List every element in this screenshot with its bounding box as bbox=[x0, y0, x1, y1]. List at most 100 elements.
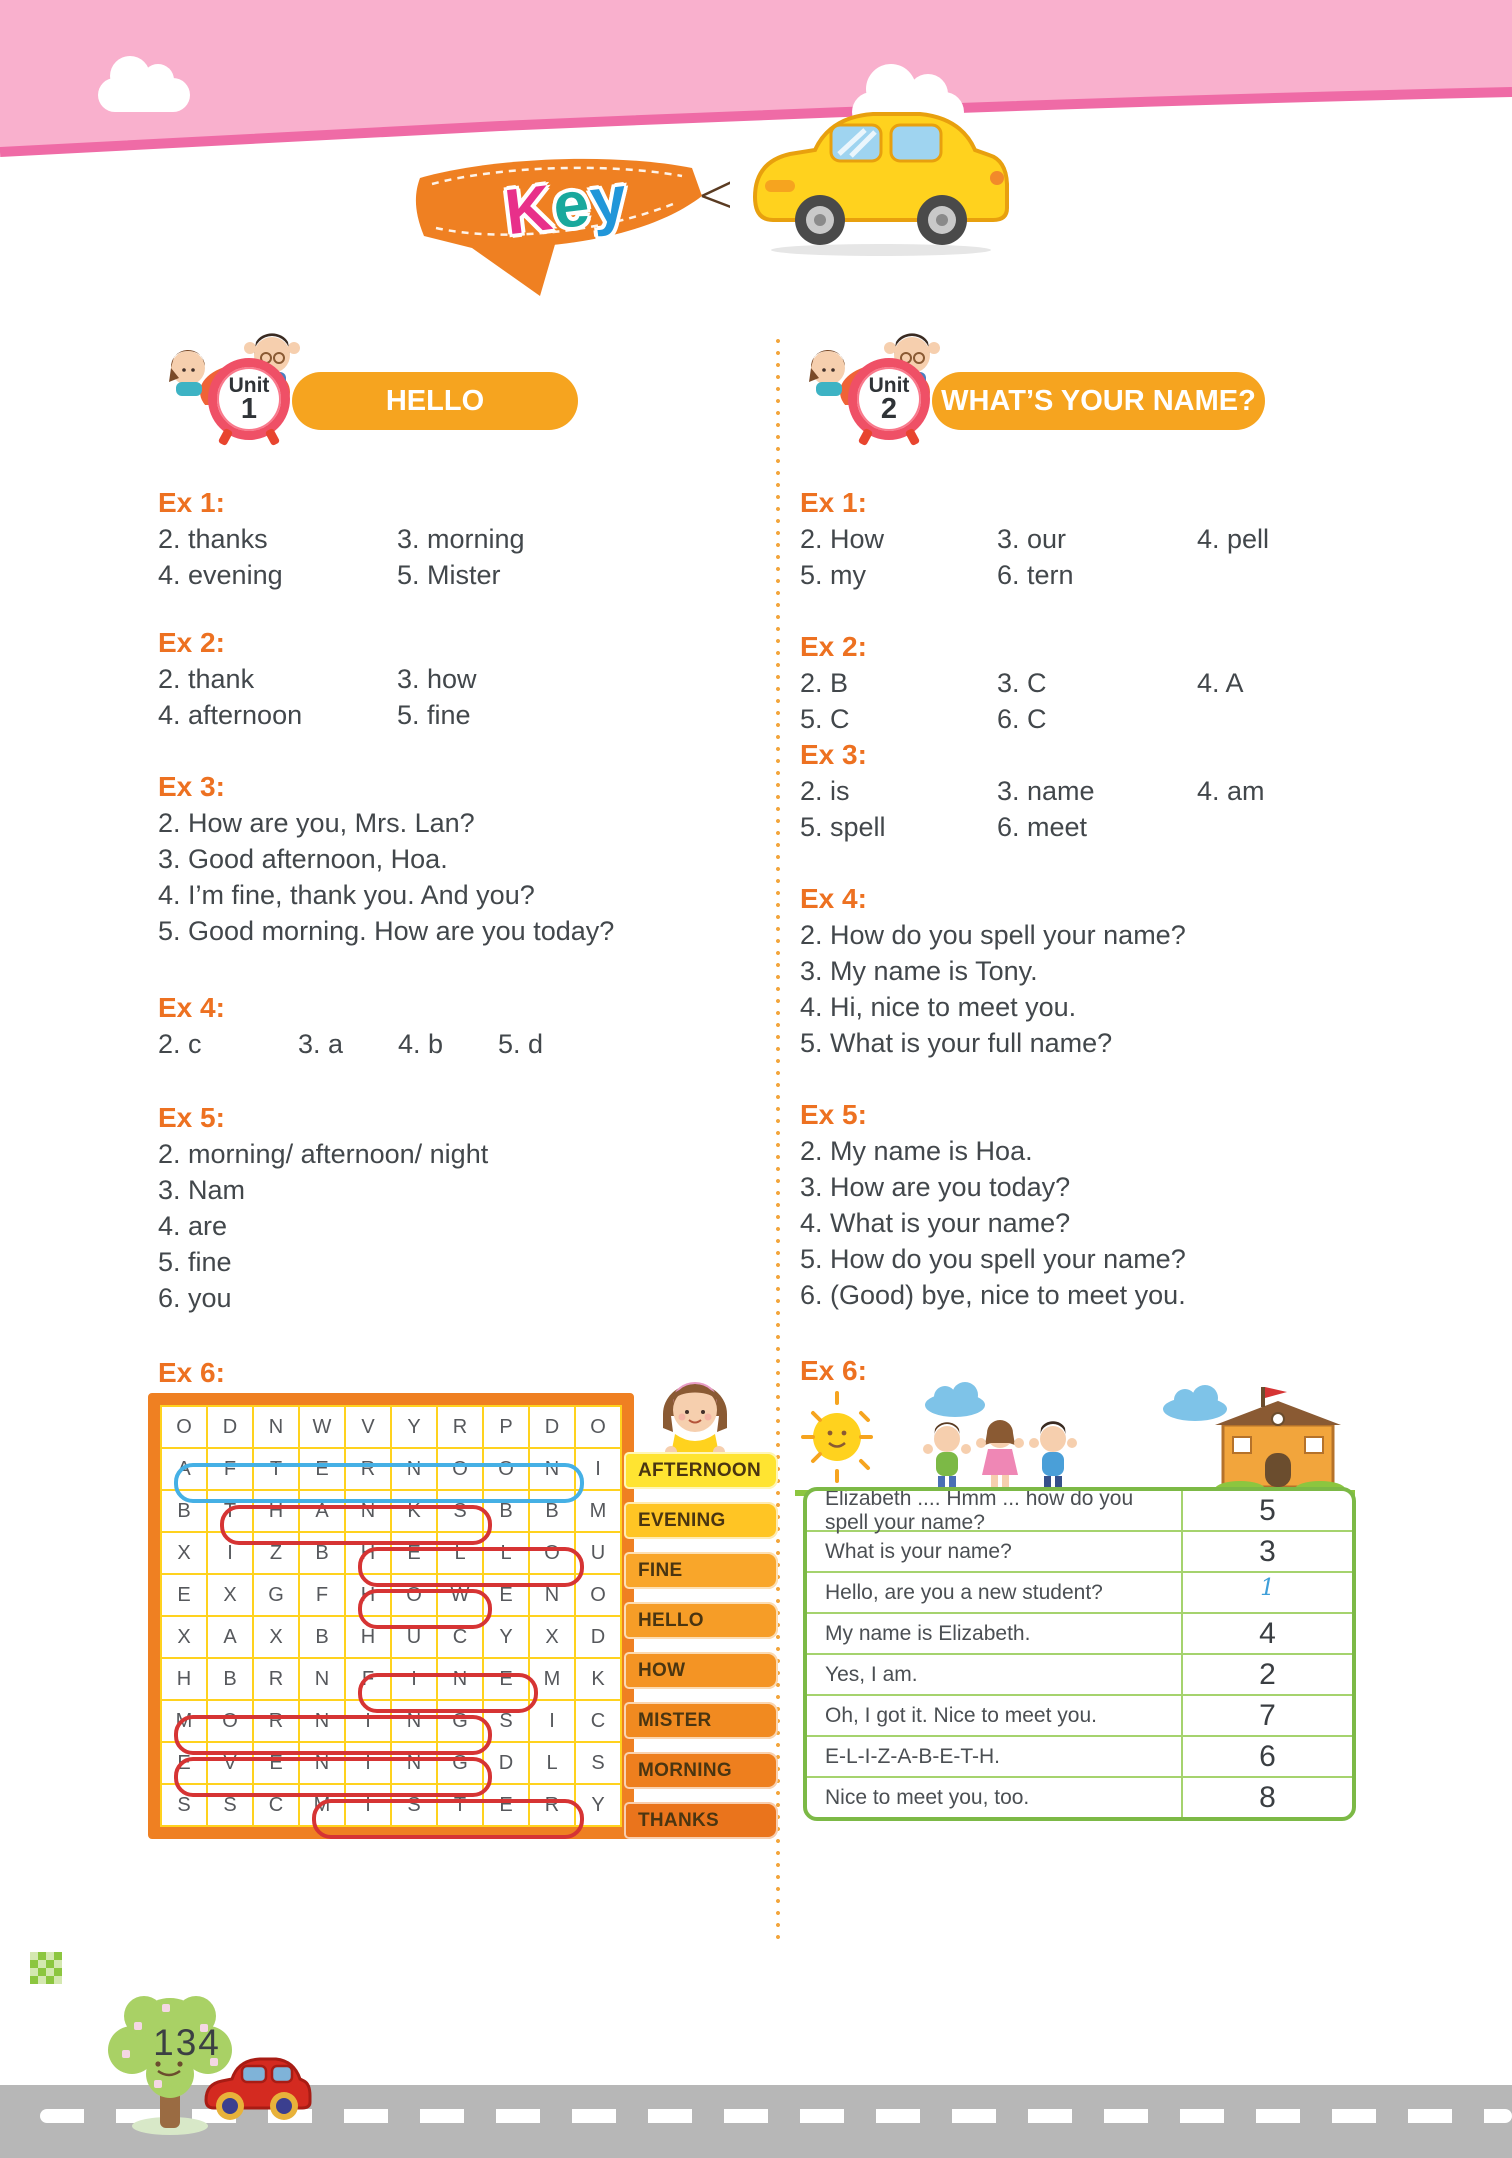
unit-number-badge: Unit 2 bbox=[848, 358, 930, 440]
unit2-column: Ex 1: 2. How 3. our 4. pell 5. my 6. tern Ex… bbox=[800, 485, 1400, 1389]
wordsearch-cell: N bbox=[300, 1743, 344, 1783]
exercise-label: Ex 6: bbox=[800, 1355, 867, 1386]
wordsearch-cell: S bbox=[576, 1743, 620, 1783]
wordsearch-cell: O bbox=[392, 1575, 436, 1615]
wordsearch-cell: D bbox=[530, 1407, 574, 1447]
wordsearch-cell: X bbox=[162, 1533, 206, 1573]
exercise-label: Ex 6: bbox=[158, 1357, 225, 1388]
school-icon bbox=[1215, 1387, 1345, 1497]
wordsearch-cell: I bbox=[346, 1701, 390, 1741]
word-tab-hello: HELLO bbox=[624, 1602, 778, 1639]
answer-item: 2. thank bbox=[158, 664, 255, 694]
wordsearch-cell: B bbox=[530, 1491, 574, 1531]
table-row: What is your name? 3 bbox=[807, 1530, 1352, 1571]
answer-item: 5. fine bbox=[397, 700, 471, 730]
wordsearch-cell: A bbox=[208, 1617, 252, 1657]
exercise-label: Ex 4: bbox=[800, 883, 867, 914]
sentence-cell: Yes, I am. bbox=[825, 1662, 918, 1686]
wordsearch-cell: X bbox=[530, 1617, 574, 1657]
wordsearch-cell: G bbox=[254, 1575, 298, 1615]
wordsearch-cell: C bbox=[576, 1701, 620, 1741]
small-car-icon bbox=[204, 2057, 312, 2120]
unit2-header: Unit 2 WHAT’S YOUR NAME? bbox=[800, 330, 1265, 460]
wordsearch-cell: E bbox=[300, 1449, 344, 1489]
wordsearch-cell: D bbox=[208, 1407, 252, 1447]
school-scene bbox=[795, 1382, 1355, 1497]
wordsearch-cell: T bbox=[208, 1491, 252, 1531]
answer-row: 2. thank 3. how bbox=[158, 661, 778, 697]
wordsearch-cell: H bbox=[346, 1575, 390, 1615]
answer-line: 4. are bbox=[158, 1211, 228, 1241]
number-cell: 8 bbox=[1181, 1778, 1352, 1817]
wordsearch-cell: I bbox=[346, 1785, 390, 1825]
wordsearch-cell: M bbox=[530, 1659, 574, 1699]
answer-line: 5. How do you spell your name? bbox=[800, 1244, 1186, 1274]
wordsearch-cell: S bbox=[162, 1785, 206, 1825]
wordsearch-cell: E bbox=[484, 1575, 528, 1615]
answer-item: 5. my bbox=[800, 560, 867, 590]
answer-row: 5. my 6. tern bbox=[800, 557, 1400, 593]
exercise-block: Ex 5: 2. morning/ afternoon/ night 3. Nam… bbox=[158, 1100, 778, 1316]
sun-icon bbox=[801, 1391, 873, 1483]
answer-line: 3. Nam bbox=[158, 1175, 246, 1205]
header-band bbox=[0, 0, 1512, 170]
answer-item: 5. spell bbox=[800, 812, 886, 842]
wordsearch-cell: S bbox=[392, 1785, 436, 1825]
exercise-block: Ex 3: 2. is 3. name 4. am 5. spell 6. meet bbox=[800, 737, 1400, 845]
wordsearch-cell: E bbox=[254, 1743, 298, 1783]
answer-item: 3. our bbox=[997, 524, 1067, 554]
answer-line: 2. morning/ afternoon/ night bbox=[158, 1139, 489, 1169]
wordsearch-cell: X bbox=[162, 1617, 206, 1657]
wordsearch-cell: T bbox=[438, 1785, 482, 1825]
unit1-header: Unit 1 HELLO bbox=[160, 330, 578, 460]
wordsearch-cell: E bbox=[162, 1743, 206, 1783]
children-icon bbox=[923, 1420, 1077, 1490]
wordsearch-cell: L bbox=[484, 1533, 528, 1573]
wordsearch-cell: H bbox=[346, 1533, 390, 1573]
wordsearch-cell: O bbox=[208, 1701, 252, 1741]
table-row: Oh, I got it. Nice to meet you. 7 bbox=[807, 1694, 1352, 1735]
exercise-block: Ex 4: 2. How do you spell your name? 3. M… bbox=[800, 881, 1400, 1061]
exercise-label: Ex 3: bbox=[158, 771, 225, 802]
answer-line: 6. (Good) bye, nice to meet you. bbox=[800, 1280, 1186, 1310]
wordsearch-cell: R bbox=[346, 1449, 390, 1489]
wordsearch-cell: C bbox=[254, 1785, 298, 1825]
wordsearch-cell: K bbox=[392, 1491, 436, 1531]
wordsearch-cell: R bbox=[254, 1659, 298, 1699]
answer-row: 2. c 3. a 4. b 5. d bbox=[158, 1026, 778, 1062]
wordsearch-cell: N bbox=[530, 1449, 574, 1489]
wordsearch-cell: E bbox=[484, 1785, 528, 1825]
wordsearch-cell: R bbox=[530, 1785, 574, 1825]
wordsearch-cell: N bbox=[392, 1701, 436, 1741]
answer-item: 2. How bbox=[800, 524, 885, 554]
exercise-label: Ex 4: bbox=[158, 992, 225, 1023]
number-cell: 1 bbox=[1181, 1573, 1352, 1612]
answer-row: 5. spell 6. meet bbox=[800, 809, 1400, 845]
wordsearch-cell: H bbox=[162, 1659, 206, 1699]
word-tab-morning: MORNING bbox=[624, 1752, 778, 1789]
wordsearch-cell: W bbox=[438, 1575, 482, 1615]
wordsearch-cell: G bbox=[438, 1743, 482, 1783]
wordsearch-cell: W bbox=[300, 1407, 344, 1447]
wordsearch-cell: E bbox=[484, 1659, 528, 1699]
wordsearch-cell: E bbox=[392, 1533, 436, 1573]
wordsearch-cell: N bbox=[254, 1407, 298, 1447]
table-row: E-L-I-Z-A-B-E-T-H. 6 bbox=[807, 1735, 1352, 1776]
unit-number: 1 bbox=[240, 392, 258, 425]
exercise-label: Ex 5: bbox=[800, 1099, 867, 1130]
answer-item: 3. name bbox=[997, 776, 1095, 806]
girl-icon bbox=[663, 1382, 727, 1457]
exercise-block: Ex 2: 2. B 3. C 4. A 5. C 6. C bbox=[800, 629, 1400, 737]
number-cell: 2 bbox=[1181, 1655, 1352, 1694]
answer-item: 4. evening bbox=[158, 560, 283, 590]
wordsearch-cell: O bbox=[576, 1407, 620, 1447]
answer-row: 2. is 3. name 4. am bbox=[800, 773, 1400, 809]
wordsearch-cell: H bbox=[346, 1617, 390, 1657]
wordsearch-cell: L bbox=[438, 1533, 482, 1573]
answer-item: 3. morning bbox=[397, 524, 525, 554]
unit-word: Unit bbox=[868, 373, 910, 397]
exercise-label: Ex 1: bbox=[158, 487, 225, 518]
cloud-icon bbox=[98, 56, 190, 112]
wordsearch-cell: R bbox=[438, 1407, 482, 1447]
exercise-block: Ex 6: bbox=[800, 1353, 1400, 1389]
